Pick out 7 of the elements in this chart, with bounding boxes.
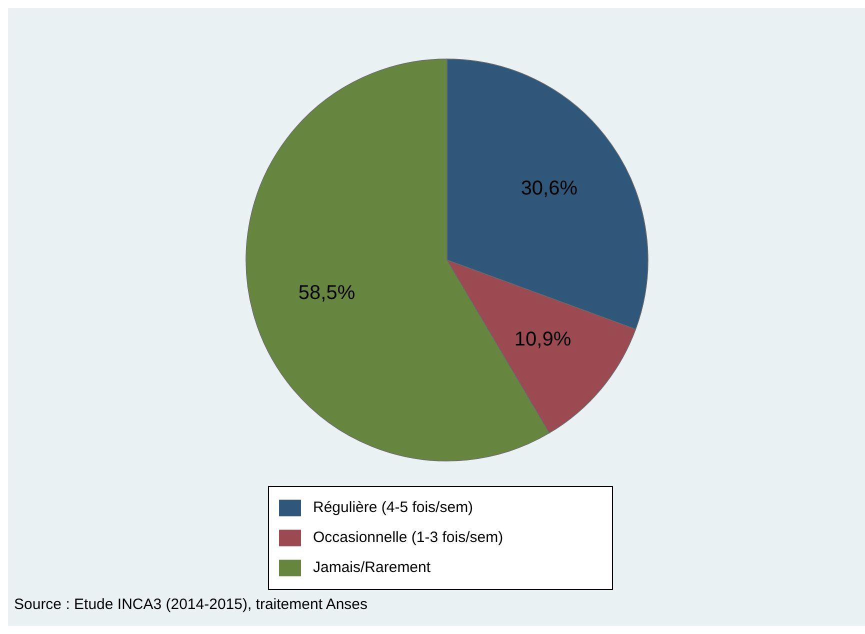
legend-label: Jamais/Rarement xyxy=(313,559,431,576)
data-label: 30,6% xyxy=(520,178,578,200)
data-label: 58,5% xyxy=(298,282,356,304)
legend-label: Régulière (4-5 fois/sem) xyxy=(313,499,474,516)
source-note: Source : Etude INCA3 (2014-2015), traitement Anses xyxy=(14,596,368,613)
legend-label: Occasionnelle (1-3 fois/sem) xyxy=(313,529,504,546)
data-label: 10,9% xyxy=(514,328,572,351)
